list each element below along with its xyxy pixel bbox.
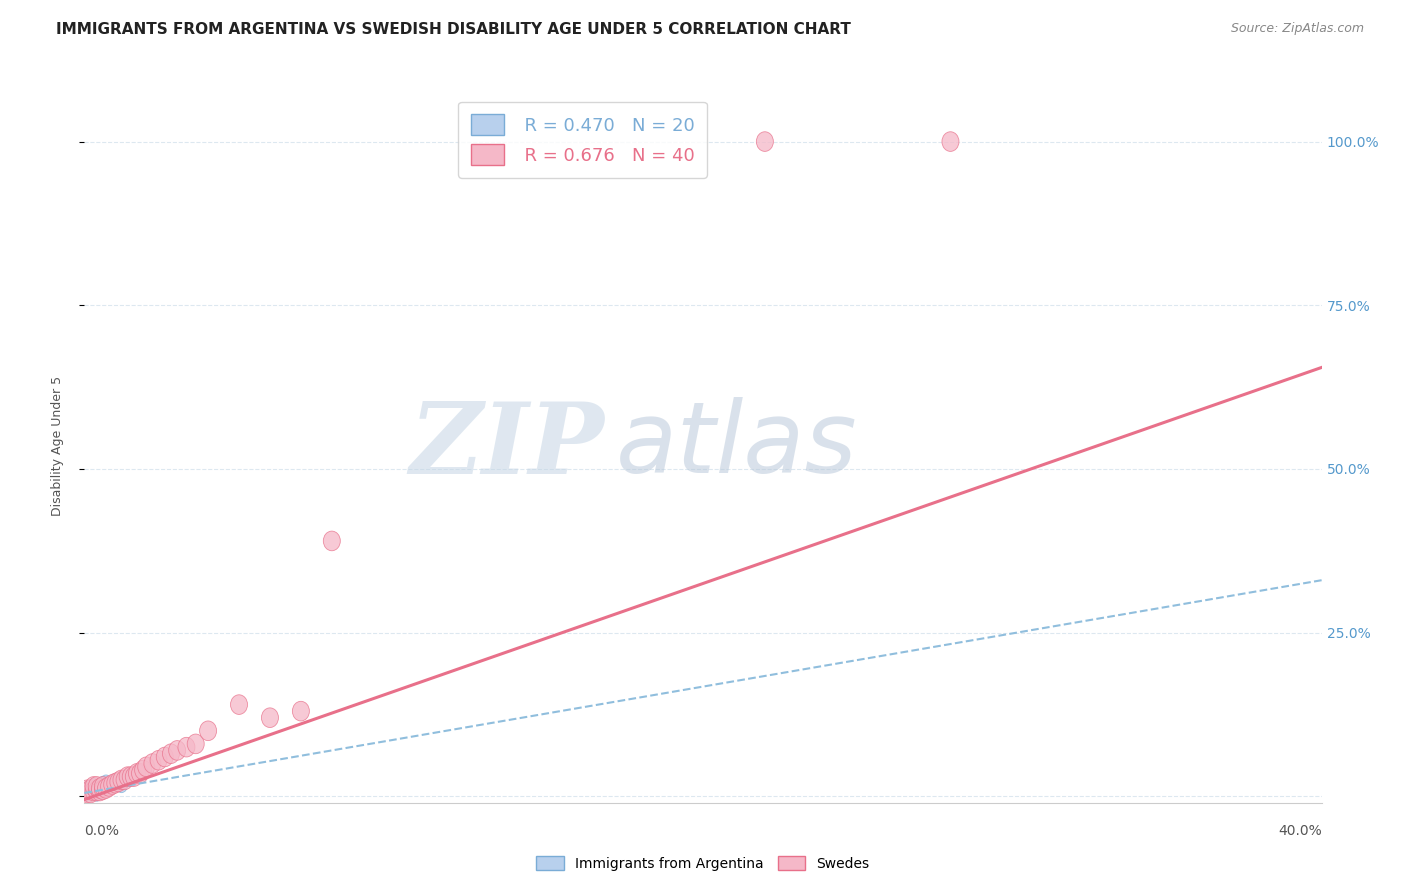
Ellipse shape xyxy=(79,780,96,799)
Ellipse shape xyxy=(138,757,155,777)
Ellipse shape xyxy=(82,781,94,797)
Ellipse shape xyxy=(91,779,108,798)
Ellipse shape xyxy=(118,772,131,788)
Ellipse shape xyxy=(82,785,94,801)
Ellipse shape xyxy=(82,780,98,799)
Ellipse shape xyxy=(112,770,129,789)
Ellipse shape xyxy=(143,754,160,773)
Text: 40.0%: 40.0% xyxy=(1278,824,1322,838)
Ellipse shape xyxy=(200,721,217,740)
Ellipse shape xyxy=(101,777,118,797)
Ellipse shape xyxy=(104,774,121,794)
Ellipse shape xyxy=(89,777,105,797)
Ellipse shape xyxy=(100,775,112,791)
Ellipse shape xyxy=(110,772,127,792)
Text: IMMIGRANTS FROM ARGENTINA VS SWEDISH DISABILITY AGE UNDER 5 CORRELATION CHART: IMMIGRANTS FROM ARGENTINA VS SWEDISH DIS… xyxy=(56,22,851,37)
Ellipse shape xyxy=(112,773,125,790)
Ellipse shape xyxy=(756,132,773,152)
Ellipse shape xyxy=(125,767,142,787)
Ellipse shape xyxy=(107,773,124,793)
Text: ZIP: ZIP xyxy=(409,398,605,494)
Ellipse shape xyxy=(89,781,105,801)
Ellipse shape xyxy=(90,785,103,801)
Ellipse shape xyxy=(84,785,97,801)
Ellipse shape xyxy=(163,744,180,764)
Ellipse shape xyxy=(231,695,247,714)
Ellipse shape xyxy=(169,740,186,760)
Ellipse shape xyxy=(122,767,139,787)
Ellipse shape xyxy=(117,770,134,789)
Ellipse shape xyxy=(132,764,149,783)
Ellipse shape xyxy=(105,776,118,793)
Legend: Immigrants from Argentina, Swedes: Immigrants from Argentina, Swedes xyxy=(530,850,876,876)
Ellipse shape xyxy=(100,780,112,797)
Ellipse shape xyxy=(82,783,98,803)
Ellipse shape xyxy=(135,760,152,780)
Ellipse shape xyxy=(115,776,128,793)
Ellipse shape xyxy=(87,783,100,799)
Ellipse shape xyxy=(323,531,340,550)
Ellipse shape xyxy=(87,778,100,795)
Text: 0.0%: 0.0% xyxy=(84,824,120,838)
Text: atlas: atlas xyxy=(616,398,858,494)
Ellipse shape xyxy=(94,780,111,799)
Ellipse shape xyxy=(94,778,105,795)
Ellipse shape xyxy=(97,776,110,793)
Ellipse shape xyxy=(97,781,110,797)
Text: Source: ZipAtlas.com: Source: ZipAtlas.com xyxy=(1230,22,1364,36)
Ellipse shape xyxy=(90,781,103,797)
Ellipse shape xyxy=(97,779,114,798)
Ellipse shape xyxy=(120,767,136,787)
Ellipse shape xyxy=(179,738,195,757)
Ellipse shape xyxy=(110,775,121,791)
Ellipse shape xyxy=(79,783,96,803)
Y-axis label: Disability Age Under 5: Disability Age Under 5 xyxy=(51,376,63,516)
Ellipse shape xyxy=(262,708,278,728)
Ellipse shape xyxy=(84,780,97,797)
Ellipse shape xyxy=(150,750,167,770)
Ellipse shape xyxy=(103,778,115,795)
Ellipse shape xyxy=(128,764,145,783)
Ellipse shape xyxy=(292,701,309,721)
Ellipse shape xyxy=(94,777,111,797)
Ellipse shape xyxy=(187,734,204,754)
Ellipse shape xyxy=(86,781,103,801)
Ellipse shape xyxy=(942,132,959,152)
Ellipse shape xyxy=(156,747,173,767)
Legend:   R = 0.470   N = 20,   R = 0.676   N = 40: R = 0.470 N = 20, R = 0.676 N = 40 xyxy=(458,102,707,178)
Ellipse shape xyxy=(91,781,108,801)
Ellipse shape xyxy=(86,777,103,797)
Ellipse shape xyxy=(94,783,105,799)
